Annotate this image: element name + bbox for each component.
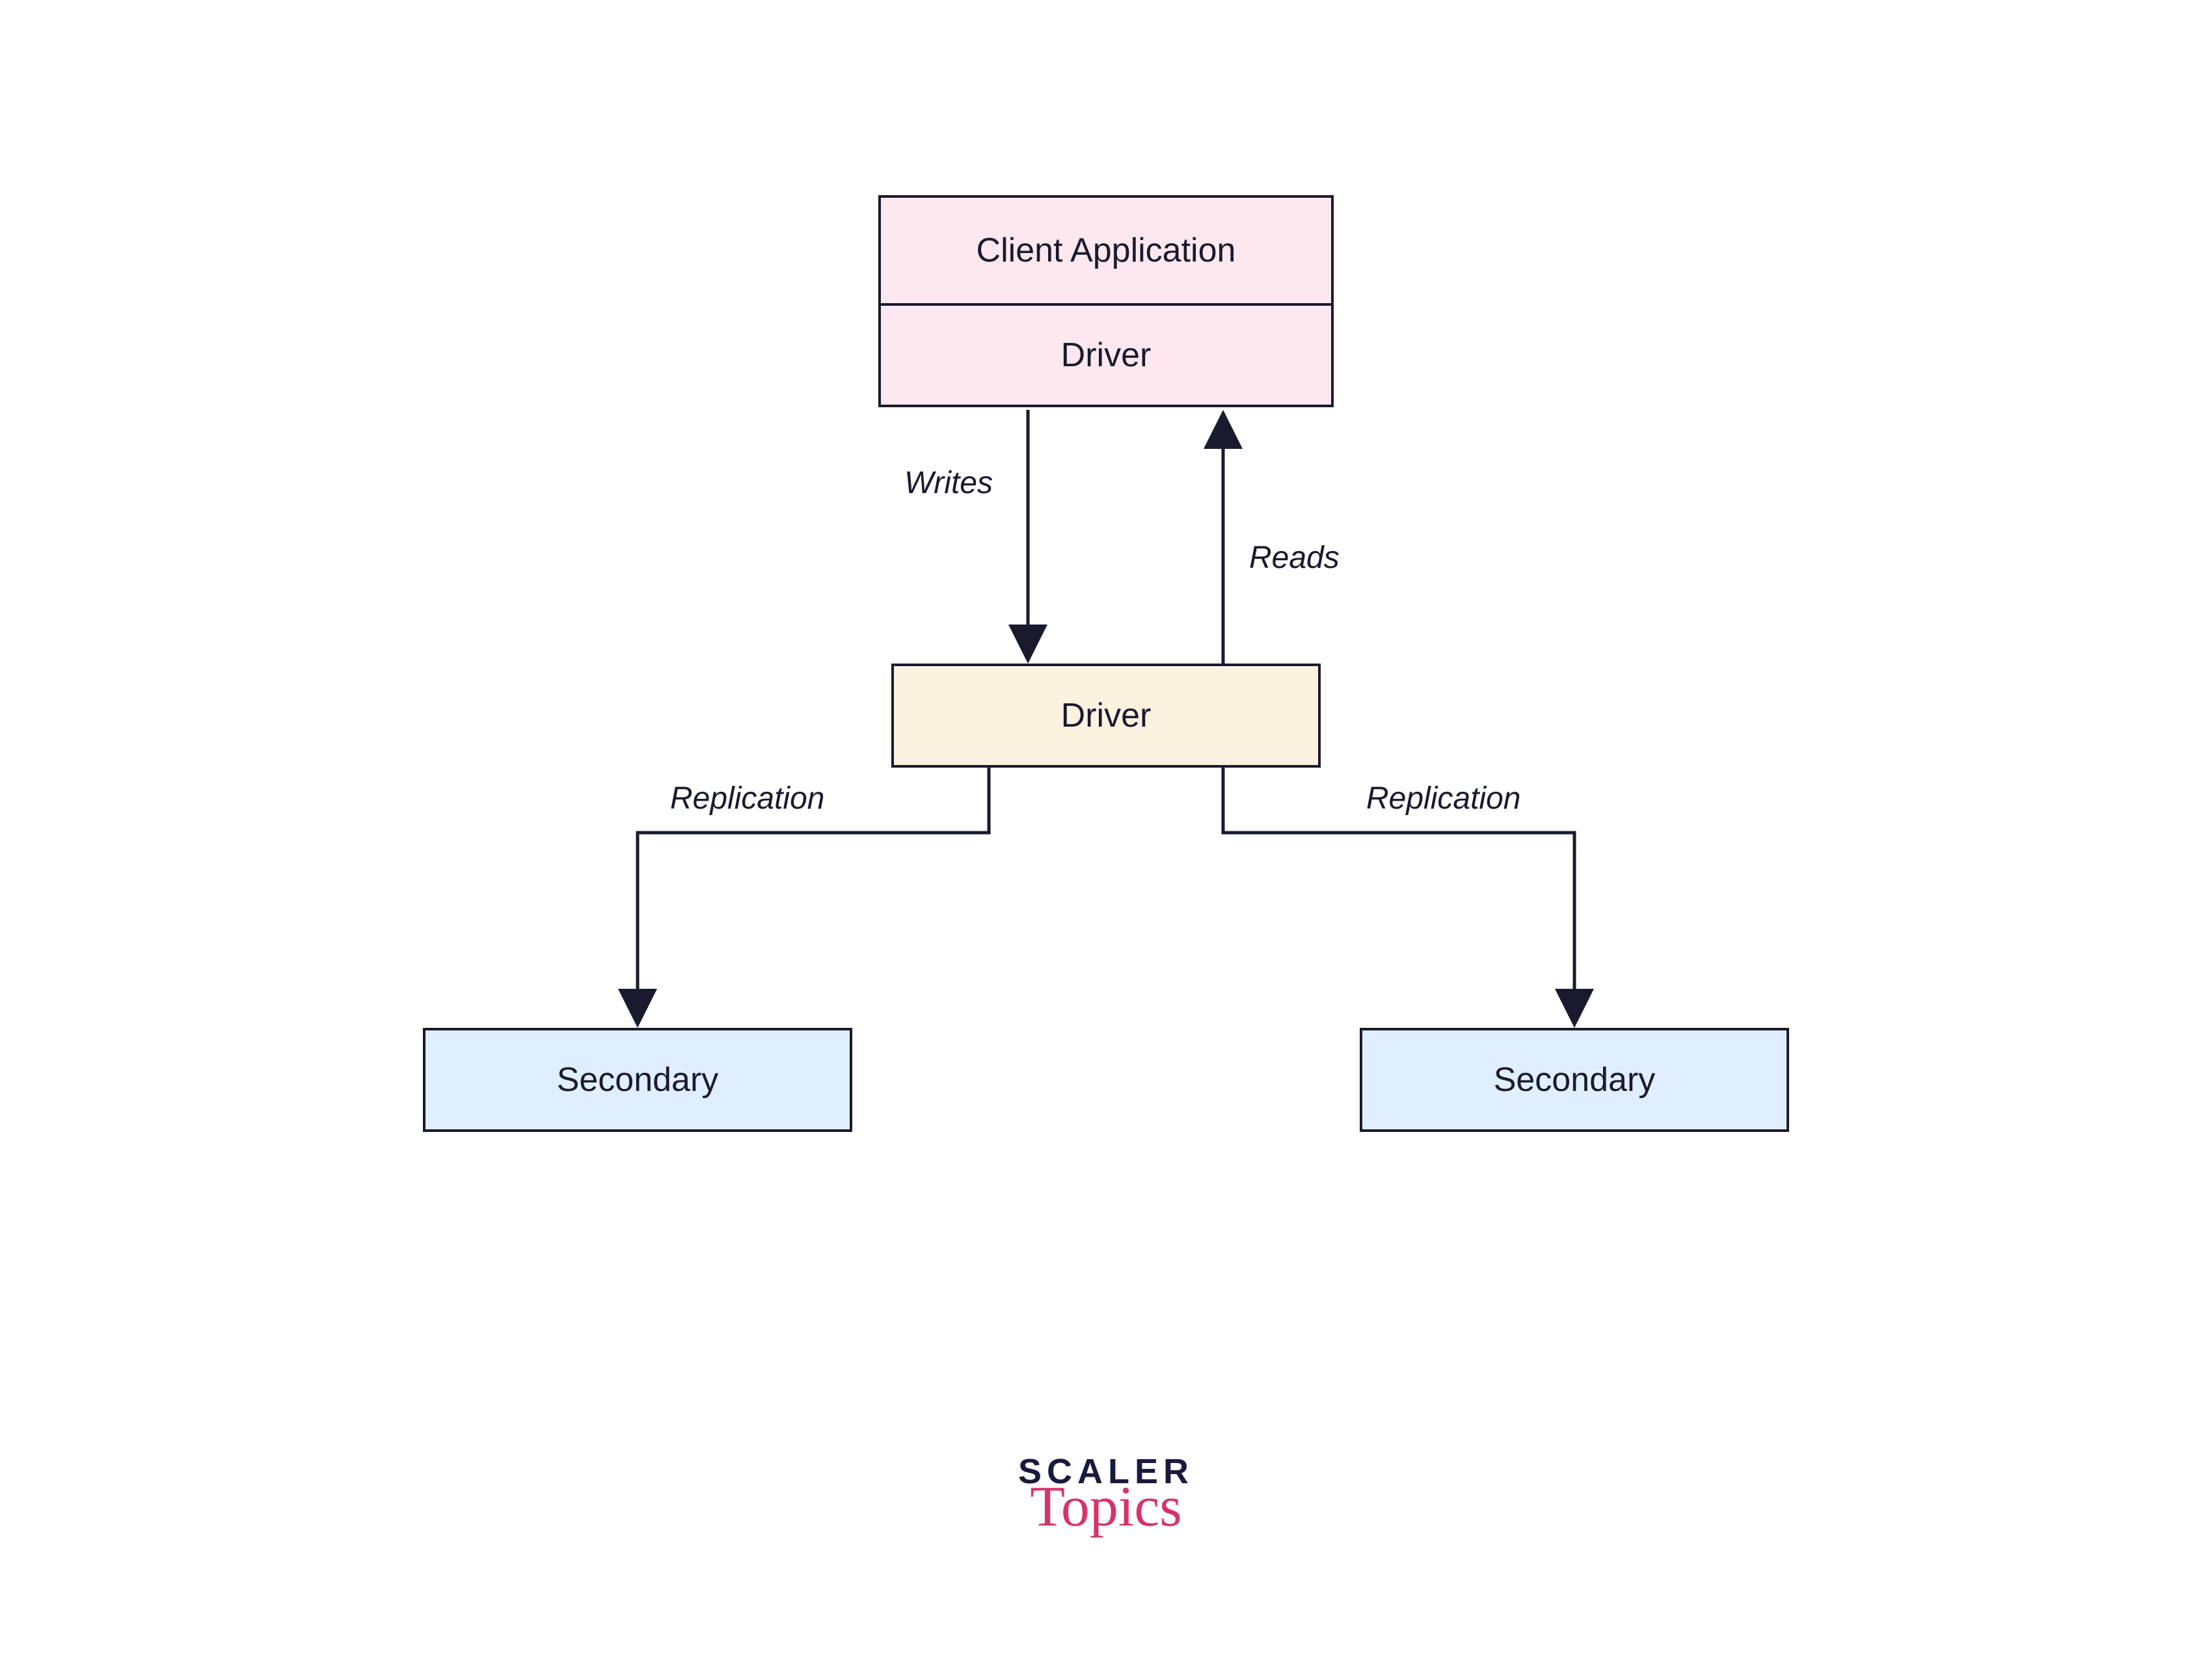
driver-top-label: Driver: [1061, 336, 1152, 375]
secondary-right-label: Secondary: [1494, 1060, 1656, 1099]
client-application-box: Client Application: [878, 195, 1334, 306]
replication-left-label: Replication: [670, 781, 824, 816]
replication-right-label: Replication: [1366, 781, 1520, 816]
driver-mid-box: Driver: [891, 664, 1321, 768]
writes-label: Writes: [904, 465, 993, 501]
replication-diagram: Client Application Driver Driver Seconda…: [423, 195, 1789, 1334]
secondary-left-label: Secondary: [557, 1060, 719, 1099]
secondary-left-box: Secondary: [423, 1028, 852, 1132]
driver-top-box: Driver: [878, 303, 1334, 407]
reads-label: Reads: [1249, 540, 1340, 576]
secondary-right-box: Secondary: [1360, 1028, 1789, 1132]
driver-mid-label: Driver: [1061, 696, 1152, 735]
client-application-label: Client Application: [977, 231, 1236, 270]
logo-bottom-text: Topics: [1018, 1479, 1194, 1536]
scaler-topics-logo: SCALER Topics: [1018, 1451, 1194, 1536]
